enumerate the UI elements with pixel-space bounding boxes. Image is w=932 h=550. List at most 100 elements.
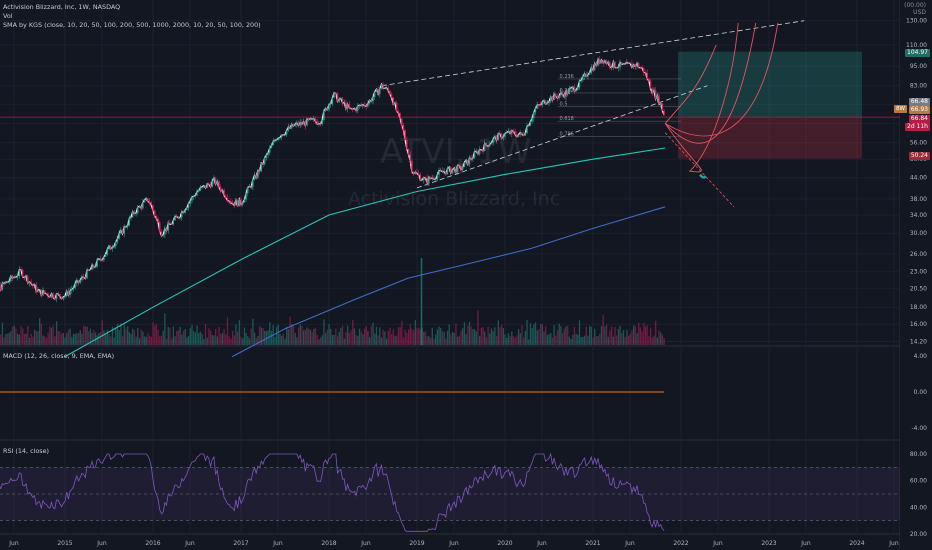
time-tick-label: Jun xyxy=(712,540,723,547)
candle-body xyxy=(189,200,191,204)
candle-body xyxy=(252,179,254,188)
candle-body xyxy=(179,217,181,218)
volume-bar xyxy=(325,333,327,345)
volume-bar xyxy=(413,330,415,345)
volume-bar xyxy=(643,323,645,345)
candle-body xyxy=(128,218,131,226)
candle-body xyxy=(443,171,445,172)
volume-bar xyxy=(545,326,547,345)
volume-bar xyxy=(145,336,147,345)
price-candles xyxy=(0,56,665,303)
candle-body xyxy=(121,230,124,234)
volume-bar xyxy=(94,332,97,345)
volume-bar xyxy=(318,339,320,345)
volume-bar xyxy=(519,333,521,345)
volume-bar xyxy=(407,329,410,345)
volume-bar xyxy=(199,331,202,345)
volume-bar xyxy=(40,323,43,345)
volume-bar xyxy=(470,326,472,345)
volume-bar xyxy=(237,331,239,345)
volume-bar xyxy=(242,338,244,345)
volume-bar xyxy=(228,336,230,345)
candle-body xyxy=(538,105,540,106)
price-tick-label: 38.00 xyxy=(910,196,927,203)
volume-bar xyxy=(597,336,599,345)
volume-bar xyxy=(561,333,564,345)
volume-bar xyxy=(429,337,432,345)
candle-body xyxy=(373,91,376,97)
candle-body xyxy=(353,108,356,110)
candle-body xyxy=(483,143,486,151)
volume-bar xyxy=(467,325,469,345)
candle-body xyxy=(231,203,234,204)
volume-bar xyxy=(397,327,400,345)
volume-bar xyxy=(221,332,224,345)
candle-body xyxy=(6,282,9,283)
candle-body xyxy=(507,131,510,133)
volume-bar xyxy=(414,319,417,345)
candle-body xyxy=(421,180,423,181)
candle-body xyxy=(142,202,144,209)
candle-body xyxy=(157,218,159,223)
candle-body xyxy=(593,63,596,71)
candle-body xyxy=(277,138,279,140)
candle-body xyxy=(636,63,638,67)
volume-bar xyxy=(230,338,232,345)
volume-bar xyxy=(475,331,477,345)
volume-bar xyxy=(296,337,298,345)
volume-bar xyxy=(387,330,389,345)
volume-bar xyxy=(543,331,545,345)
volume-bar xyxy=(274,336,276,345)
candle-body xyxy=(345,102,347,109)
price-badge-label: 66.93 xyxy=(910,106,928,113)
volume-bar xyxy=(436,329,439,345)
candle-body xyxy=(137,206,139,213)
rsi-tick-label: 60.00 xyxy=(910,478,927,485)
volume-bar xyxy=(556,330,559,345)
candle-body xyxy=(580,80,582,81)
candle-body xyxy=(11,276,14,278)
candle-body xyxy=(351,108,354,110)
time-tick-label: 2024 xyxy=(849,540,864,547)
candle-body xyxy=(307,118,310,120)
volume-bar xyxy=(463,322,466,345)
volume-bar xyxy=(392,329,395,345)
volume-bar xyxy=(18,334,21,345)
candle-body xyxy=(626,62,628,65)
volume-bar xyxy=(257,335,259,345)
candle-body xyxy=(35,284,37,292)
rsi-legend: RSI (14, close) xyxy=(3,447,50,455)
candle-body xyxy=(77,280,80,283)
candle-body xyxy=(480,149,483,151)
volume-bar xyxy=(270,330,273,345)
candle-body xyxy=(270,145,273,149)
volume-bar xyxy=(198,333,200,345)
candle-body xyxy=(355,108,357,111)
candle-body xyxy=(247,187,249,194)
candle-body xyxy=(407,149,410,155)
volume-bar xyxy=(54,336,56,345)
volume-bar xyxy=(538,329,540,345)
volume-bar xyxy=(451,331,454,345)
candle-body xyxy=(595,63,598,66)
volume-bar xyxy=(631,330,633,345)
candle-body xyxy=(289,126,291,129)
candle-body xyxy=(211,181,213,187)
candle-body xyxy=(368,100,371,104)
candle-body xyxy=(395,102,398,112)
volume-bar xyxy=(206,337,208,345)
sma-legend: SMA by KGS (close, 10, 20, 50, 100, 200,… xyxy=(3,21,261,29)
candle-body xyxy=(566,91,569,94)
candle-body xyxy=(363,104,366,106)
volume-bar xyxy=(445,338,447,345)
volume-bar xyxy=(137,327,139,345)
candle-body xyxy=(461,167,464,170)
volume-bar xyxy=(259,326,261,345)
volume-bar xyxy=(160,335,163,345)
volume-bar xyxy=(233,335,235,345)
candle-body xyxy=(216,181,219,185)
volume-bar xyxy=(379,327,381,345)
candle-body xyxy=(272,141,274,146)
volume-bar xyxy=(450,333,452,345)
